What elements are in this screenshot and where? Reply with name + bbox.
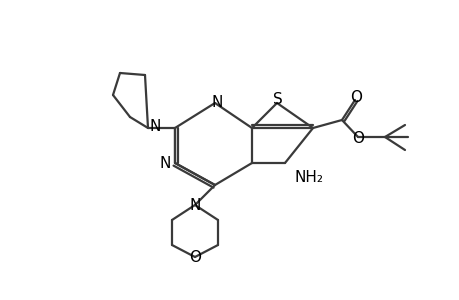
Text: NH₂: NH₂ xyxy=(294,170,323,185)
Text: N: N xyxy=(189,199,200,214)
Text: N: N xyxy=(159,155,171,170)
Text: S: S xyxy=(273,92,282,106)
Text: O: O xyxy=(189,250,201,266)
Text: O: O xyxy=(351,130,363,146)
Text: N: N xyxy=(211,94,222,110)
Text: O: O xyxy=(349,89,361,104)
Text: N: N xyxy=(150,118,161,134)
